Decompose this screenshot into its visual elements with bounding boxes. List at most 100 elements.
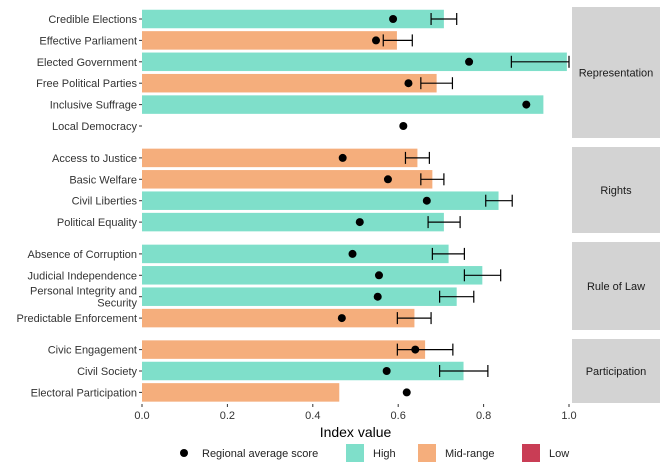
regional-average-dot xyxy=(338,153,347,162)
category-label: Political Equality xyxy=(57,217,138,229)
legend-item: Mid-range xyxy=(418,444,495,462)
category-label: Predictable Enforcement xyxy=(17,313,137,325)
bar xyxy=(142,383,340,402)
legend-item: High xyxy=(346,444,396,462)
bar-row: Civil Society xyxy=(77,361,489,381)
bar-row: Effective Parliament xyxy=(39,31,413,50)
regional-average-dot xyxy=(465,57,474,66)
regional-average-dot xyxy=(348,249,357,258)
bar xyxy=(142,287,457,306)
category-label: Absence of Corruption xyxy=(28,249,137,261)
regional-average-dot xyxy=(373,292,382,301)
category-label: Local Democracy xyxy=(52,121,137,133)
facet-strip xyxy=(572,7,660,138)
bar xyxy=(142,308,415,328)
category-label: Civic Engagement xyxy=(48,345,137,357)
bar-row: Political Equality xyxy=(57,212,461,232)
regional-average-dot xyxy=(355,218,364,227)
bar-row: Free Political Parties xyxy=(36,73,454,93)
facet-label: Participation xyxy=(586,366,647,378)
regional-average-dot xyxy=(422,196,431,205)
regional-average-dot xyxy=(337,314,346,323)
bar xyxy=(142,191,499,210)
category-label: Elected Government xyxy=(37,57,137,69)
legend-swatch xyxy=(522,444,540,462)
facet-panel: Absence of Corruption Judicial Independen… xyxy=(17,242,660,330)
bar-row: Predictable Enforcement xyxy=(17,308,432,328)
facet-strip xyxy=(572,242,660,330)
bar xyxy=(142,52,567,72)
x-axis-title: Index value xyxy=(320,424,392,440)
bar-row: Basic Welfare xyxy=(69,170,445,189)
category-label: Civil Liberties xyxy=(72,196,138,208)
bar xyxy=(142,340,426,359)
regional-average-dot xyxy=(402,388,411,397)
bar-row: Personal Integrity and Security xyxy=(30,286,475,310)
category-label: Basic Welfare xyxy=(69,174,137,186)
bar xyxy=(142,73,437,93)
bar-row: Civic Engagement xyxy=(48,340,454,359)
facet-panel: Access to Justice Basic Welfare Civil Libe… xyxy=(52,147,660,233)
regional-average-dot xyxy=(399,122,408,130)
category-label-line: Security xyxy=(97,298,137,310)
bar-row: Civil Liberties xyxy=(72,191,513,210)
x-tick-label: 0.0 xyxy=(134,410,149,422)
bar-row: Electoral Participation xyxy=(31,383,411,402)
bar-row: Access to Justice xyxy=(52,148,430,168)
category-label: Judicial Independence xyxy=(28,270,137,282)
bar-row: Inclusive Suffrage xyxy=(50,95,544,114)
legend-label: Regional average score xyxy=(202,448,318,460)
category-label: Access to Justice xyxy=(52,153,137,165)
legend-label: High xyxy=(373,448,396,460)
bar xyxy=(142,148,418,168)
category-label: Free Political Parties xyxy=(36,78,137,90)
x-tick-label: 0.6 xyxy=(391,410,406,422)
facet-label: Rights xyxy=(600,185,632,197)
regional-average-dot xyxy=(383,175,392,184)
bar xyxy=(142,95,544,114)
bar xyxy=(142,212,444,232)
bar-row: Credible Elections xyxy=(48,9,458,29)
bar-row: Elected Government xyxy=(37,52,570,72)
x-tick-label: 0.4 xyxy=(305,410,320,422)
bar xyxy=(142,244,449,264)
x-axis: 0.0 0.2 0.4 0.6 0.8 1.0 xyxy=(134,404,577,422)
legend: Regional average score High Mid-range Low xyxy=(180,444,569,462)
bar-row: Local Democracy xyxy=(52,121,408,133)
regional-average-dot xyxy=(374,271,383,280)
x-tick-label: 1.0 xyxy=(561,410,576,422)
x-tick-label: 0.8 xyxy=(476,410,491,422)
facet-panel: Credible Elections Effective Parliament El… xyxy=(36,7,660,138)
facet-strip xyxy=(572,339,660,403)
category-label: Personal Integrity and Security xyxy=(30,286,138,310)
legend-swatch xyxy=(418,444,436,462)
bar xyxy=(142,361,464,381)
category-label-line: Personal Integrity and xyxy=(30,286,137,298)
x-tick-label: 0.2 xyxy=(220,410,235,422)
legend-swatch xyxy=(346,444,364,462)
legend-dot-key xyxy=(180,449,188,457)
category-label: Civil Society xyxy=(77,366,137,378)
regional-average-dot xyxy=(522,100,531,109)
regional-average-dot xyxy=(411,345,420,354)
regional-average-dot xyxy=(382,367,391,375)
facet-label: Representation xyxy=(579,68,654,80)
category-label: Electoral Participation xyxy=(31,387,137,399)
facet-panel: Civic Engagement Civil Society Electoral P… xyxy=(31,339,660,403)
bar xyxy=(142,266,483,285)
bar-row: Absence of Corruption xyxy=(28,244,465,264)
facet-label: Rule of Law xyxy=(587,281,645,293)
regional-average-dot xyxy=(404,79,413,88)
bar xyxy=(142,31,397,50)
legend-item: Low xyxy=(522,444,569,462)
regional-average-dot xyxy=(371,36,380,45)
legend-label: Mid-range xyxy=(445,448,495,460)
category-label: Credible Elections xyxy=(48,14,137,26)
facet-strip xyxy=(572,147,660,233)
bar xyxy=(142,170,433,189)
bar xyxy=(142,9,444,29)
category-label: Inclusive Suffrage xyxy=(50,100,137,112)
regional-average-dot xyxy=(389,15,398,23)
facets: Credible Elections Effective Parliament El… xyxy=(17,7,660,403)
